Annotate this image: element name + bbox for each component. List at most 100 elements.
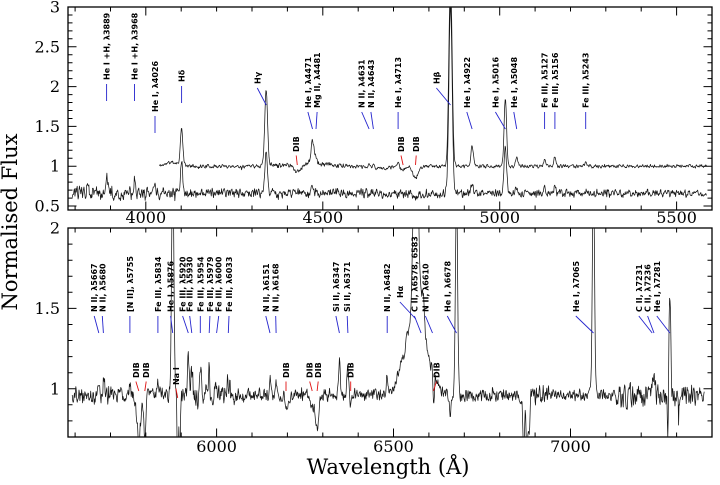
line-label: Fe III, λ5920: [179, 256, 188, 312]
dib-annotation: DIB: [282, 362, 291, 391]
x-axis-title: Wavelength (Å): [307, 454, 470, 479]
dib-annotation: DIB: [347, 362, 356, 391]
y-tick-label: 3: [50, 0, 60, 17]
line-label: Fe III, λ5979: [206, 256, 215, 312]
axis-ticks: [68, 227, 713, 438]
dib-label: DIB: [306, 362, 315, 378]
spectrum-trace-upper: [159, 7, 707, 180]
line-pointer: [399, 301, 417, 320]
line-label: Hγ: [253, 71, 262, 84]
spectral-line-annotation: Si II, λ6371: [343, 261, 352, 334]
line-label: Fe III, λ5243: [582, 53, 591, 108]
line-pointer: [370, 111, 374, 130]
dib-label: DIB: [292, 136, 301, 152]
line-pointer: [216, 315, 220, 334]
spectral-line-annotation: N II, λ6610: [421, 263, 433, 334]
dib-annotation: DIB: [432, 362, 441, 392]
spectrum-trace-red: [71, 228, 705, 437]
plot-area: 4000 4500 5000 5500 0.5 1 1.5 2 2.5 3 He I +H, λ38…: [35, 0, 713, 456]
line-label: He I, λ4026: [151, 61, 160, 112]
line-label: N II, λ5667: [90, 263, 99, 312]
y-tick-label: 1: [50, 157, 60, 176]
line-label: Mg II, λ4481: [313, 52, 322, 108]
dib-annotation: DIB: [397, 136, 406, 166]
line-label: N II, λ4643: [367, 59, 376, 108]
line-pointer: [346, 315, 349, 334]
spectral-line-annotation: Fe III, λ5930: [186, 256, 195, 334]
spectral-line-annotation: [N II], λ5755: [126, 256, 135, 333]
dib-pointer: [309, 381, 313, 392]
spectral-line-annotation: Fe III, λ6033: [225, 257, 234, 334]
line-pointer: [208, 315, 211, 334]
y-tick-label: 0.5: [35, 197, 60, 216]
y-axis-title: Normalised Flux: [0, 133, 22, 310]
line-label: N II, λ6168: [272, 263, 281, 312]
spectral-line-annotation: He I +H, λ3889: [103, 12, 112, 101]
spectral-line-annotation: Fe III, λ5834: [154, 256, 163, 333]
line-pointer: [413, 315, 422, 334]
spectral-line-annotation: C II, λ6578, 6583: [410, 236, 422, 334]
y-tick-label: 2: [50, 219, 60, 238]
x-tick-label: 5000: [479, 208, 520, 227]
line-pointer: [513, 111, 518, 130]
line-pointer: [182, 315, 189, 334]
x-tick-label: 7000: [550, 437, 591, 456]
line-pointer: [256, 87, 267, 106]
dib-annotation: DIB: [314, 362, 323, 392]
spectral-line-annotation: He I, λ4026: [151, 61, 160, 133]
spectral-line-annotation: Fe III, λ5156: [551, 52, 560, 129]
x-tick-label: 4500: [302, 208, 343, 227]
line-label: Fe III, λ5127: [541, 53, 550, 108]
spectral-line-annotation: N II, λ6151: [262, 263, 271, 334]
line-pointer: [638, 315, 653, 334]
spectral-line-annotation: He I, λ7281: [653, 261, 671, 334]
spectral-line-annotation: Fe III, λ6000: [215, 256, 224, 334]
spectral-line-annotation: Mg II, λ4481: [313, 52, 322, 130]
dib-pointer: [400, 155, 404, 166]
spectrum-trace-lower: [71, 7, 707, 202]
spectral-line-annotation: N II, λ5667: [90, 263, 100, 334]
line-label: N II, λ6151: [262, 263, 271, 312]
dib-annotation: DIB: [412, 136, 421, 166]
dib-label: DIB: [397, 136, 406, 152]
spectral-line-annotation: N II, λ5680: [98, 263, 107, 334]
spectral-line-annotation: C II, λ7231: [635, 264, 653, 334]
line-pointer: [424, 315, 433, 334]
line-label: Si II, λ6347: [332, 262, 341, 312]
x-tick-label: 5500: [656, 208, 697, 227]
line-pointer: [307, 111, 313, 130]
spectral-line-annotation: N II, λ4631: [358, 59, 370, 130]
line-label: C II, λ7236: [644, 264, 653, 312]
panel-frame: [67, 227, 713, 438]
line-label: [N II], λ5755: [126, 256, 135, 312]
dib-pointer: [316, 381, 319, 392]
spectral-line-annotation: Hα: [396, 285, 417, 320]
line-pointer: [446, 315, 457, 334]
spectral-line-annotation: Si II, λ6347: [332, 262, 341, 334]
line-label: Fe III, λ6033: [225, 257, 234, 312]
y-tick-label: 1.5: [35, 299, 60, 318]
dib-label: DIB: [282, 362, 291, 378]
spectral-line-annotation: He I, λ7065: [572, 261, 594, 334]
dib-pointer: [295, 155, 298, 166]
line-pointer: [189, 315, 193, 334]
spectral-line-annotation: N II, λ4643: [367, 59, 376, 130]
line-pointer: [647, 315, 655, 334]
dib-pointer: [175, 388, 179, 399]
dib-label: DIB: [412, 136, 421, 152]
line-label: He I +H, λ3968: [131, 12, 140, 80]
spectral-line-annotation: Hδ: [178, 69, 187, 103]
line-label: Fe III, λ5954: [196, 256, 205, 312]
line-label: Hβ: [432, 71, 441, 84]
dib-label: DIB: [132, 362, 141, 378]
spectral-line-annotation: C II, λ7236: [644, 264, 655, 334]
dib-pointer: [415, 155, 417, 166]
spectral-line-annotation: He I, λ4713: [394, 57, 403, 129]
spectral-line-annotation: He I, λ4922: [463, 57, 473, 130]
x-tick-label: 6000: [196, 437, 237, 456]
line-pointer: [93, 315, 100, 334]
line-label: He I, λ5048: [510, 57, 519, 108]
line-label: Fe III, λ5156: [551, 52, 560, 108]
spectral-line-annotation: He I, λ6678: [443, 261, 457, 334]
